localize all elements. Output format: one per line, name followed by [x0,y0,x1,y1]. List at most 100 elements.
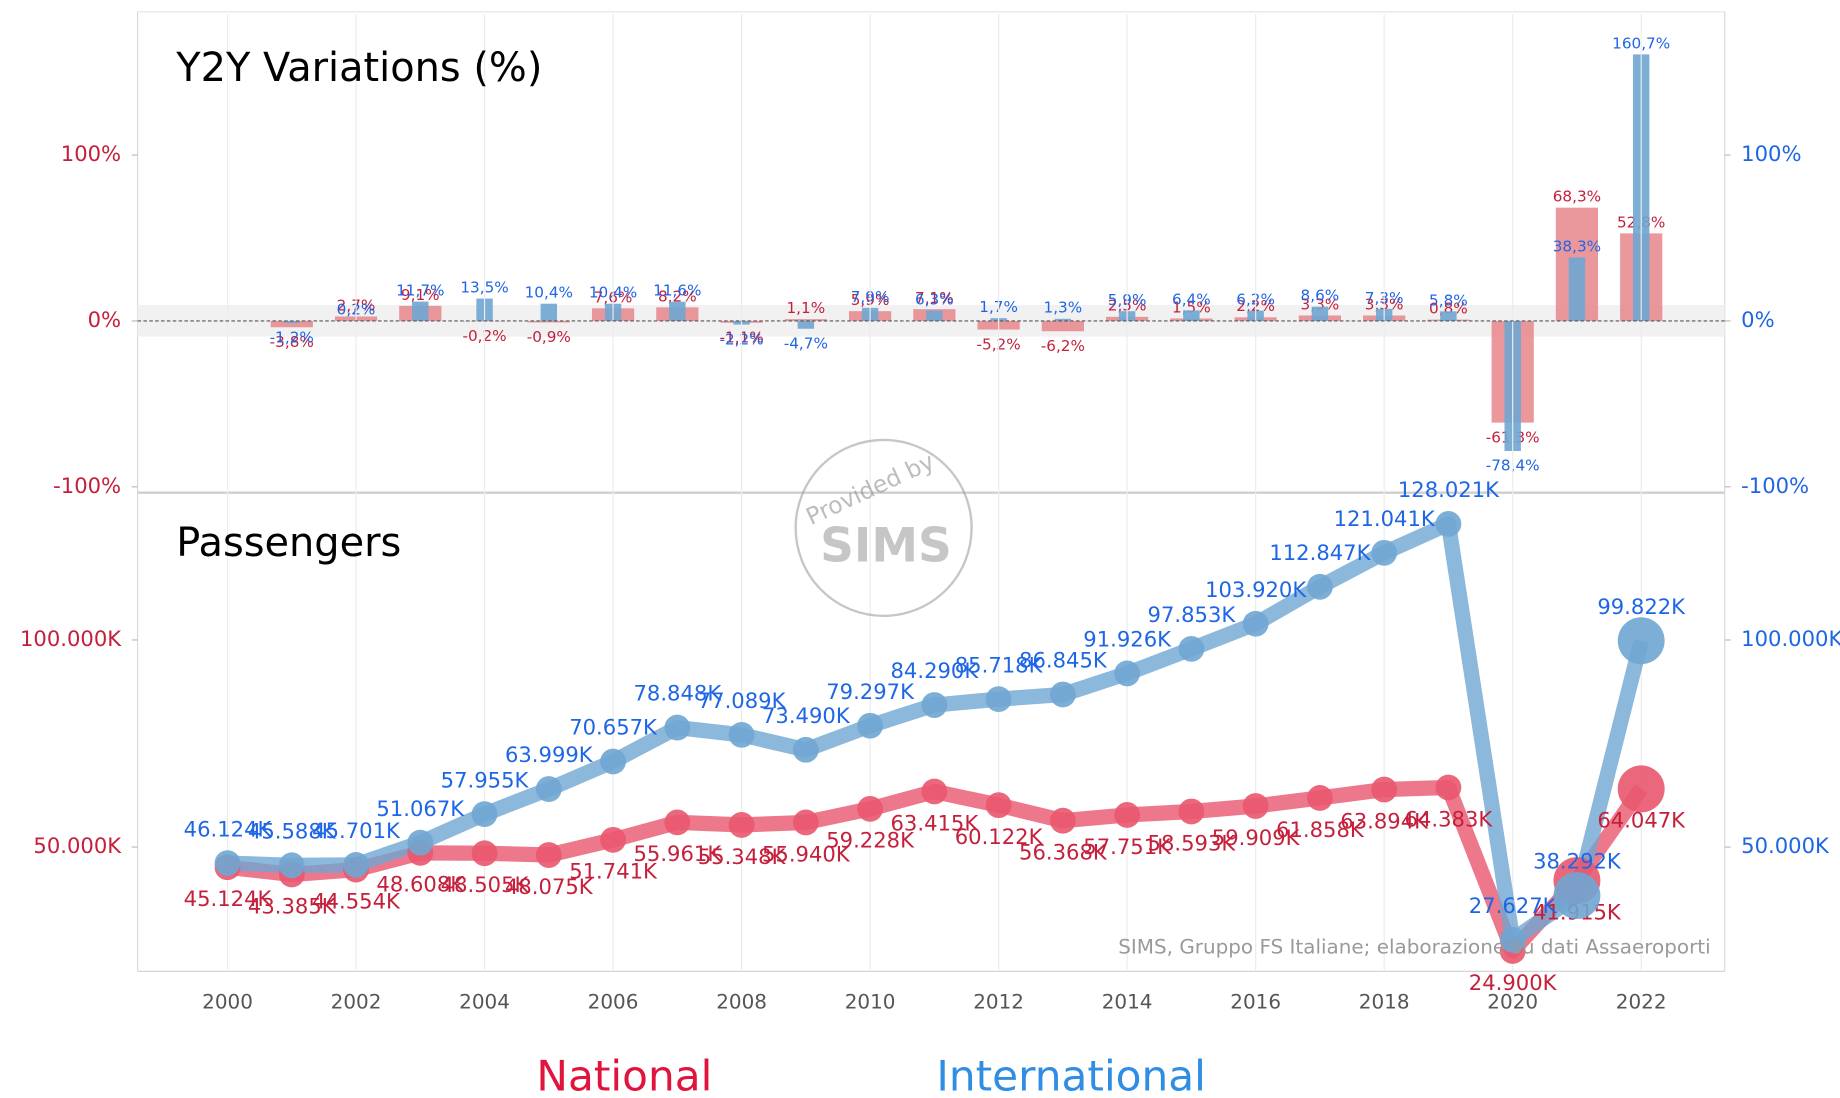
point [1049,807,1076,834]
point [985,686,1012,713]
chart-title: Y2Y Variations (%) [175,45,542,91]
point [1553,872,1601,920]
x-tick-label: 2000 [202,989,253,1013]
data-label: 3,3% [1301,295,1340,313]
data-label: 73.490K [762,703,851,728]
data-label: 68,3% [1553,188,1601,206]
point [1435,774,1462,801]
bar [669,301,686,321]
bar [1311,306,1329,321]
data-label: 10,4% [525,284,573,302]
point [921,692,948,718]
point [1371,776,1398,803]
point [1435,511,1462,537]
data-label: 58.593K [1148,830,1237,855]
point [214,850,241,877]
point [471,840,498,867]
x-tick-label: 2002 [331,989,382,1013]
bar [1183,310,1200,321]
data-label: 85.718K [955,652,1044,677]
y2-tick-label: 100% [1741,141,1801,166]
data-label: 55.940K [762,841,851,866]
x-tick-label: 2010 [845,989,896,1013]
x-tick-label: 2014 [1102,989,1153,1013]
point [921,778,948,805]
data-label: 63.999K [505,742,594,767]
data-label: 59.228K [826,828,915,853]
data-label: 78.848K [633,681,722,706]
data-label: 84.290K [890,658,979,683]
data-label: 1,1% [786,299,825,317]
data-label: 57.751K [1083,834,1172,859]
point [728,812,755,838]
bar [797,320,815,329]
data-label: 63.415K [890,810,979,835]
y2-tick-label: -100% [1741,473,1809,498]
x-tick-label: 2018 [1359,989,1410,1013]
point [728,721,755,748]
x-tick-label: 2012 [973,989,1024,1013]
point [664,714,691,741]
data-label: 112.847K [1269,540,1371,565]
x-tick-label: 2008 [716,989,767,1013]
point [1049,681,1076,708]
bar [1054,318,1072,321]
data-label: 7,1% [915,289,954,307]
point [1242,610,1269,637]
bar [926,310,943,321]
bar [1041,320,1084,332]
legend-label: International [936,1052,1205,1098]
point [407,829,434,856]
data-label: 64.383K [1405,806,1494,831]
data-label: 79.297K [826,679,915,704]
point [1617,617,1665,665]
x-tick-label: 2006 [588,989,639,1013]
source-note: SIMS, Gruppo FS Italiane; elaborazione s… [1118,934,1710,958]
data-label: 38,3% [1553,237,1601,255]
x-tick-label: 2020 [1487,989,1538,1013]
data-label: 121.041K [1334,506,1436,531]
point [278,852,305,879]
data-label: 8,6% [1301,287,1340,305]
chart-title: Passengers [176,520,401,566]
y2-tick-label: 0% [1741,307,1775,332]
data-label: 46.124K [184,816,273,841]
point [792,736,819,763]
data-label: 45.124K [184,886,273,911]
point [1114,802,1141,828]
point [1114,660,1141,687]
data-label: 6,3% [915,290,954,308]
bar [283,320,300,323]
data-label: 63.894K [1340,808,1429,833]
data-label: 11,7% [396,281,444,299]
legend-label: National [536,1052,712,1098]
bar [784,319,827,321]
data-label: 11,6% [653,282,701,300]
y-tick-label: 100% [61,141,121,166]
point [1307,573,1333,600]
point [1307,785,1333,811]
data-label: 43.385K [248,893,337,918]
data-label: 103.920K [1205,577,1307,602]
data-label: 51.741K [569,859,658,884]
data-label: 60.122K [955,824,1044,849]
point [857,795,884,822]
x-tick-label: 2016 [1230,989,1281,1013]
point [1617,765,1665,813]
data-label: 45.588K [248,818,337,843]
point [343,851,369,878]
data-label: 91.926K [1083,627,1172,652]
data-label: 8,2% [658,287,697,305]
x-tick-label: 2004 [459,989,510,1013]
x-tick-label: 2022 [1616,989,1667,1013]
data-label: 59.909K [1212,825,1301,850]
data-label: 5,8% [1429,291,1468,309]
data-label: -3,8% [270,333,314,351]
data-label: 44.554K [312,888,401,913]
y-tick-label: 50.000K [33,833,122,858]
data-label: 97.853K [1148,602,1237,627]
point [664,809,691,836]
y2-tick-label: 50.000K [1741,833,1830,858]
